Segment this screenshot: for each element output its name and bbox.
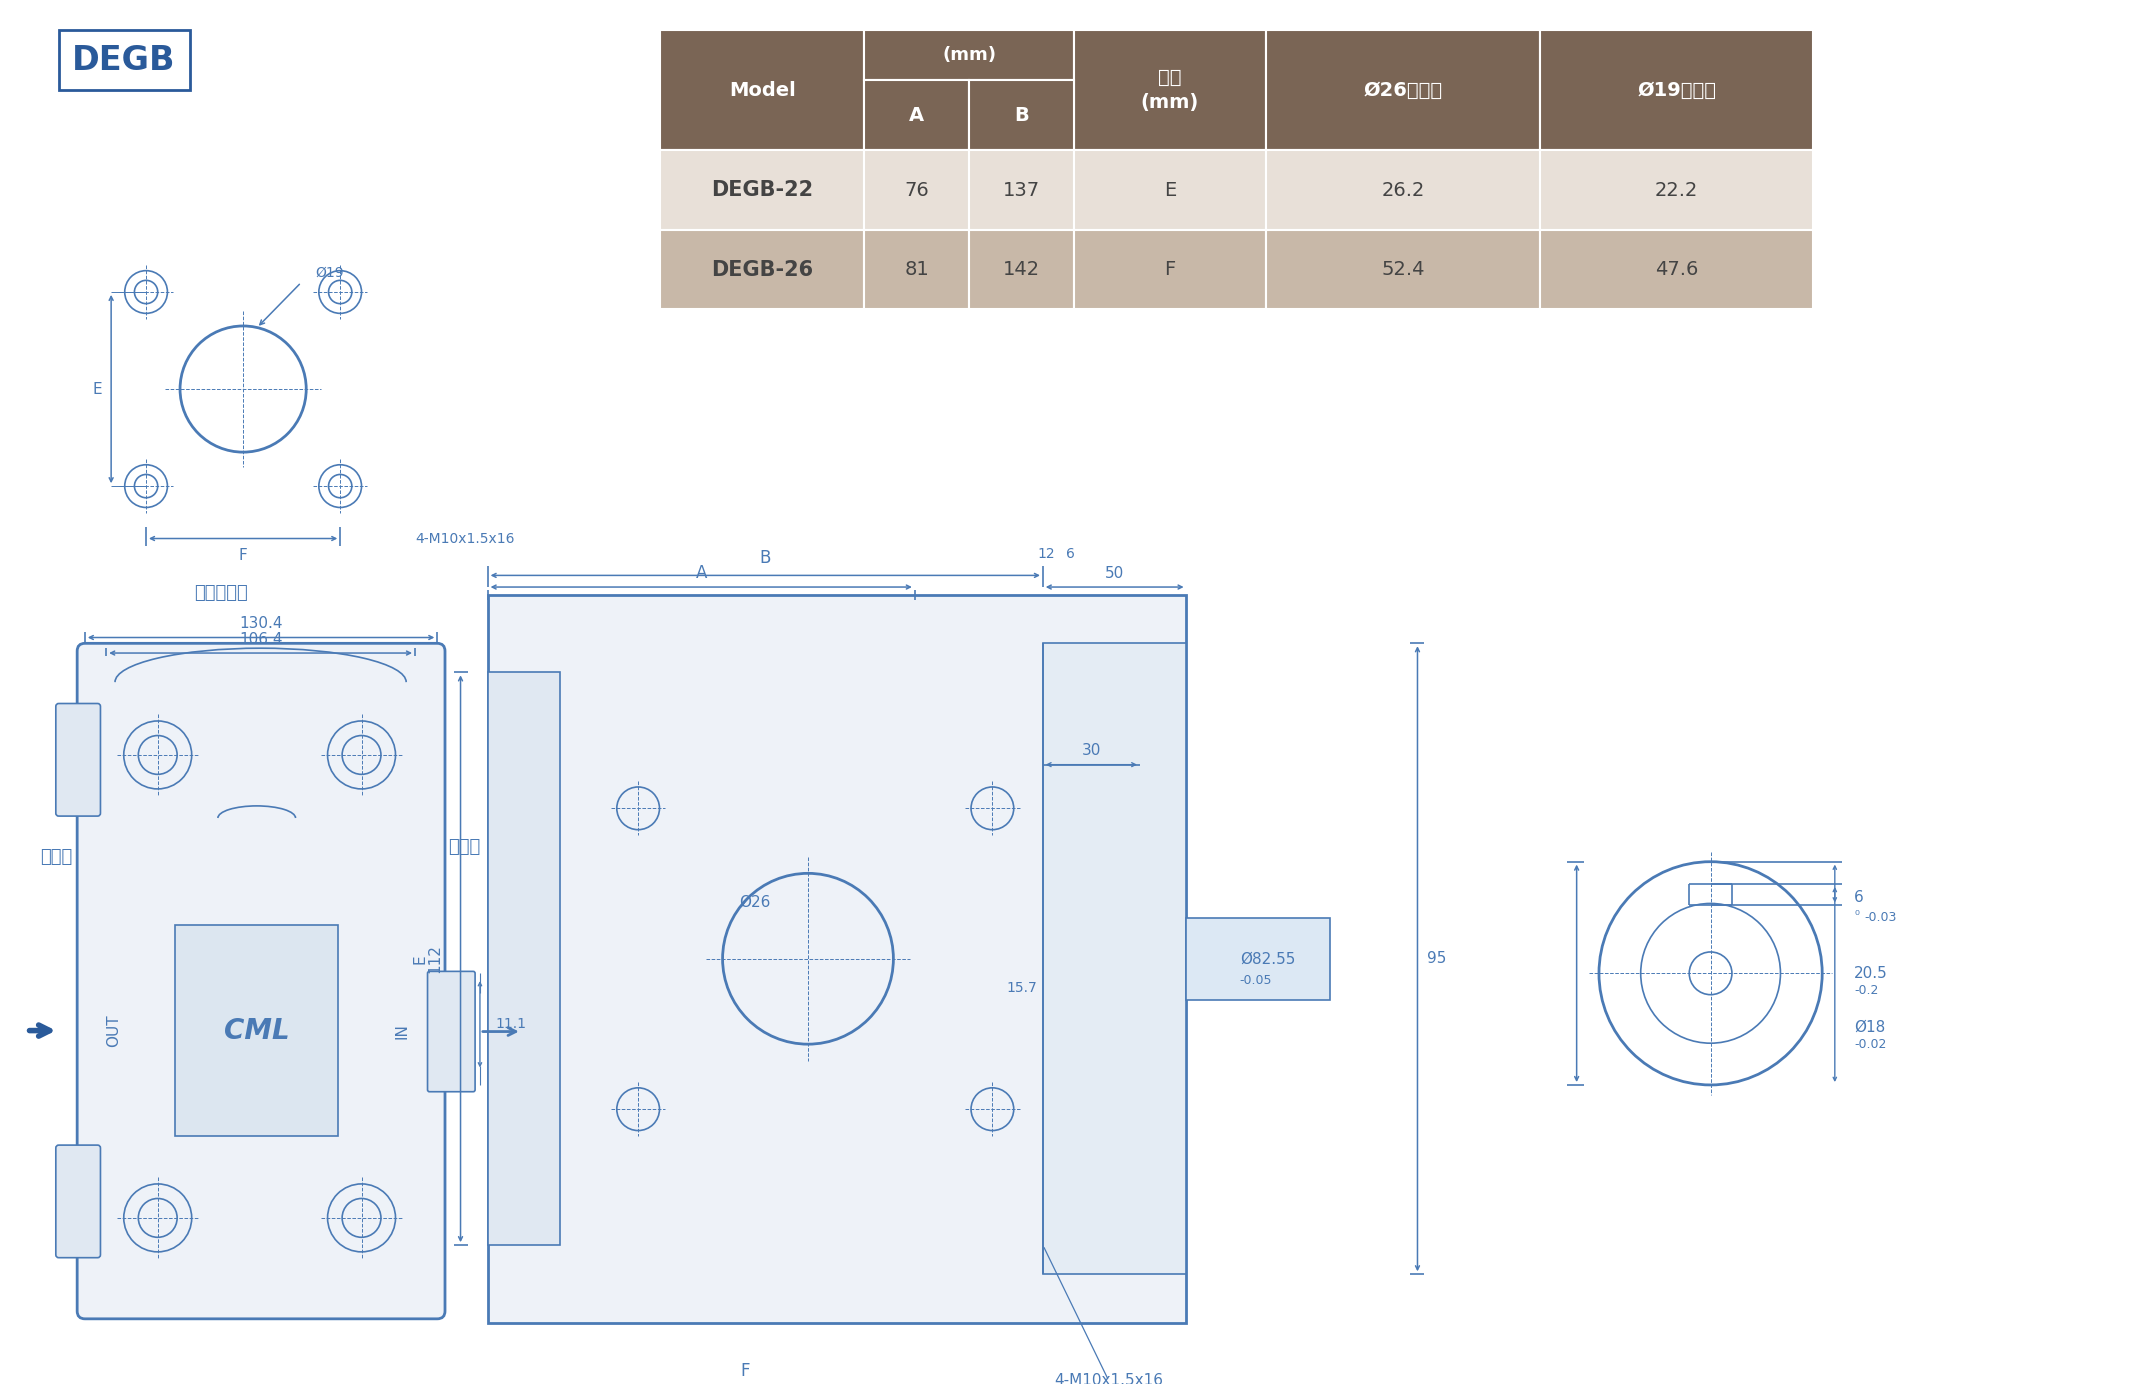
Text: F: F: [238, 548, 248, 563]
Text: A: A: [908, 105, 923, 125]
Bar: [1266, 230, 1540, 310]
FancyBboxPatch shape: [58, 30, 191, 90]
Text: (mm): (mm): [942, 46, 996, 64]
Text: 106.4: 106.4: [240, 632, 283, 646]
Text: 81: 81: [904, 260, 930, 280]
Bar: [863, 230, 968, 310]
Bar: [1540, 30, 1814, 151]
Text: 4-M10x1.5x16: 4-M10x1.5x16: [416, 531, 514, 545]
Bar: [660, 30, 863, 151]
Bar: [968, 230, 1073, 310]
Bar: [1043, 644, 1187, 1275]
Text: 76: 76: [904, 180, 930, 199]
Bar: [1187, 918, 1330, 999]
Text: 出油口尺寸: 出油口尺寸: [195, 584, 248, 602]
Text: E: E: [1163, 180, 1176, 199]
Bar: [1073, 151, 1266, 230]
Bar: [863, 30, 1073, 80]
Bar: [1266, 151, 1540, 230]
Text: 6: 6: [1855, 890, 1864, 905]
Text: 22.2: 22.2: [1656, 180, 1699, 199]
Text: -0.2: -0.2: [1855, 984, 1879, 998]
Text: F: F: [1165, 260, 1176, 280]
Text: 95: 95: [1427, 951, 1446, 966]
Bar: [1266, 30, 1540, 151]
Text: -0.05: -0.05: [1240, 973, 1272, 987]
Bar: [660, 151, 863, 230]
Text: Ø19: Ø19: [315, 266, 343, 280]
Text: 137: 137: [1002, 180, 1041, 199]
FancyBboxPatch shape: [428, 972, 476, 1092]
Text: Model: Model: [728, 80, 795, 100]
Bar: [968, 80, 1073, 151]
Text: 11.1: 11.1: [495, 1017, 527, 1031]
Text: DEGB-26: DEGB-26: [711, 260, 814, 280]
Text: -0.03: -0.03: [1864, 911, 1896, 923]
Text: 入油口: 入油口: [448, 839, 480, 857]
Text: E: E: [92, 382, 103, 397]
Bar: [488, 595, 1187, 1323]
Text: 130.4: 130.4: [240, 616, 283, 631]
Bar: [176, 925, 338, 1136]
Bar: [1073, 230, 1266, 310]
Text: 47.6: 47.6: [1656, 260, 1699, 280]
Text: 20.5: 20.5: [1855, 966, 1887, 981]
Text: 出油口: 出油口: [41, 848, 73, 866]
Bar: [968, 151, 1073, 230]
Bar: [863, 80, 968, 151]
Text: -0.02: -0.02: [1855, 1038, 1887, 1050]
Text: 尺寸
(mm): 尺寸 (mm): [1142, 68, 1200, 112]
Text: Ø82.55: Ø82.55: [1240, 951, 1296, 966]
Bar: [863, 151, 968, 230]
Text: CML: CML: [225, 1017, 289, 1045]
FancyBboxPatch shape: [56, 703, 101, 817]
FancyBboxPatch shape: [56, 1145, 101, 1258]
Text: B: B: [1013, 105, 1028, 125]
Bar: [488, 673, 561, 1246]
Bar: [660, 230, 863, 310]
Text: DEGB: DEGB: [73, 43, 176, 76]
Text: 52.4: 52.4: [1382, 260, 1424, 280]
Text: IN: IN: [394, 1023, 409, 1038]
Bar: [1540, 151, 1814, 230]
Bar: [1073, 30, 1266, 151]
Text: 30: 30: [1082, 743, 1101, 757]
Text: Ø26入油口: Ø26入油口: [1362, 80, 1442, 100]
Text: E: E: [411, 954, 426, 963]
Bar: [1540, 230, 1814, 310]
Text: 50: 50: [1105, 566, 1125, 581]
Text: DEGB-22: DEGB-22: [711, 180, 814, 201]
Text: F: F: [741, 1362, 750, 1380]
Text: 142: 142: [1002, 260, 1041, 280]
Text: 112: 112: [426, 944, 441, 973]
Text: B: B: [760, 549, 771, 567]
Text: Ø18: Ø18: [1855, 1019, 1885, 1034]
Text: Ø26: Ø26: [739, 895, 771, 909]
Text: 12: 12: [1037, 547, 1054, 561]
Text: Ø19出油口: Ø19出油口: [1636, 80, 1716, 100]
Text: ⁰: ⁰: [1855, 908, 1859, 922]
Text: A: A: [696, 565, 707, 583]
Text: OUT: OUT: [107, 1014, 122, 1046]
Text: 4-M10x1.5x16: 4-M10x1.5x16: [1054, 1373, 1163, 1384]
FancyBboxPatch shape: [77, 644, 446, 1319]
Text: 15.7: 15.7: [1007, 981, 1037, 995]
Text: 6: 6: [1065, 547, 1075, 561]
Text: 26.2: 26.2: [1382, 180, 1424, 199]
